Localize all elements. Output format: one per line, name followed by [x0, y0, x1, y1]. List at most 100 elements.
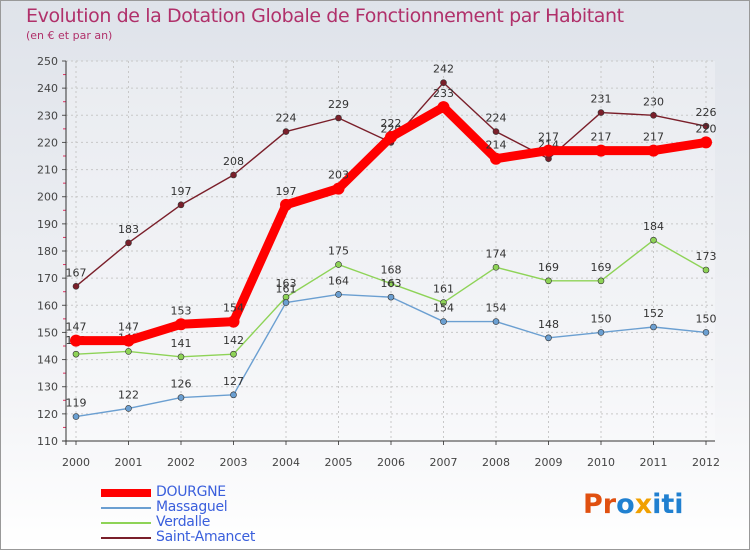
- data-label-massaguel: 126: [171, 378, 192, 391]
- data-label-dourgne: 222: [381, 117, 402, 130]
- legend-label: Saint-Amancet: [156, 529, 256, 545]
- data-point-verdalle: [387, 280, 395, 287]
- data-label-verdalle: 141: [171, 337, 192, 350]
- legend-swatch: [101, 507, 151, 509]
- chart-subtitle: (en € et par an): [26, 29, 113, 42]
- x-tick-label: 2002: [167, 456, 195, 469]
- data-label-massaguel: 119: [66, 397, 87, 410]
- x-tick-label: 2003: [220, 456, 248, 469]
- legend-item: Saint-Amancet: [101, 529, 301, 545]
- logo-letter: o: [616, 489, 635, 520]
- data-point-massaguel: [545, 334, 552, 342]
- x-tick-label: 2009: [535, 456, 563, 469]
- data-point-massaguel: [387, 293, 395, 301]
- legend-swatch: [101, 489, 151, 497]
- y-tick-label: 210: [37, 164, 58, 177]
- data-label-dourgne: 217: [591, 131, 612, 144]
- data-point-massaguel: [125, 405, 132, 412]
- x-tick-label: 2006: [377, 456, 405, 469]
- legend-item: DOURGNE: [101, 484, 301, 500]
- x-tick-label: 2004: [272, 456, 300, 469]
- data-label-massaguel: 150: [696, 312, 717, 325]
- data-point-saint-amancet: [440, 79, 447, 87]
- x-tick-label: 2008: [482, 456, 510, 469]
- data-label-massaguel: 148: [538, 318, 559, 331]
- data-point-verdalle: [597, 277, 605, 285]
- data-point-dourgne: [385, 131, 397, 143]
- data-label-dourgne: 203: [328, 169, 349, 182]
- y-tick-label: 140: [37, 354, 58, 367]
- data-point-massaguel: [440, 318, 447, 325]
- data-point-dourgne: [700, 136, 712, 149]
- data-point-saint-amancet: [282, 128, 290, 135]
- data-point-dourgne: [122, 334, 135, 347]
- data-label-massaguel: 154: [486, 302, 507, 315]
- data-point-verdalle: [72, 350, 80, 358]
- data-label-verdalle: 168: [381, 264, 402, 277]
- data-point-dourgne: [490, 152, 502, 165]
- data-point-verdalle: [177, 353, 185, 361]
- data-point-verdalle: [440, 299, 447, 306]
- data-label-saint-amancet: 224: [486, 112, 507, 125]
- data-label-dourgne: 214: [486, 139, 507, 152]
- y-tick-label: 240: [37, 82, 58, 95]
- x-tick-label: 2001: [115, 456, 143, 469]
- data-point-dourgne: [332, 182, 345, 195]
- data-point-massaguel: [72, 413, 80, 420]
- y-tick-label: 250: [37, 55, 58, 68]
- y-tick-label: 230: [37, 109, 58, 122]
- data-label-verdalle: 175: [328, 245, 349, 258]
- data-label-dourgne: 154: [223, 302, 244, 315]
- data-label-saint-amancet: 167: [66, 266, 87, 279]
- y-tick-label: 160: [37, 299, 58, 312]
- logo-letter: i: [652, 489, 662, 520]
- data-label-saint-amancet: 230: [643, 95, 664, 108]
- data-label-massaguel: 154: [433, 302, 454, 315]
- data-point-dourgne: [595, 144, 607, 157]
- y-tick-label: 120: [37, 408, 58, 421]
- chart-title: Evolution de la Dotation Globale de Fonc…: [26, 5, 624, 27]
- data-point-saint-amancet: [230, 171, 237, 179]
- data-point-massaguel: [335, 291, 342, 298]
- data-label-dourgne: 217: [643, 131, 664, 144]
- chart-legend: DOURGNE Massaguel Verdalle Saint-Amancet: [101, 484, 301, 545]
- data-point-dourgne: [647, 144, 660, 157]
- data-point-verdalle: [492, 263, 500, 271]
- data-point-saint-amancet: [125, 239, 132, 247]
- data-point-verdalle: [335, 261, 342, 268]
- data-point-verdalle: [702, 266, 710, 274]
- data-point-saint-amancet: [492, 128, 500, 135]
- data-point-massaguel: [282, 299, 290, 306]
- data-point-saint-amancet: [177, 201, 185, 209]
- data-label-saint-amancet: 197: [171, 185, 192, 198]
- logo-letter: x: [634, 489, 653, 520]
- data-label-saint-amancet: 231: [591, 93, 612, 106]
- data-point-massaguel: [650, 323, 657, 331]
- data-label-saint-amancet: 224: [276, 112, 297, 125]
- x-tick-label: 2007: [430, 456, 458, 469]
- legend-label: Massaguel: [156, 499, 228, 515]
- data-label-massaguel: 161: [276, 283, 297, 296]
- data-point-dourgne: [70, 334, 82, 347]
- y-tick-label: 220: [37, 136, 58, 149]
- data-point-massaguel: [597, 329, 605, 336]
- data-point-saint-amancet: [335, 114, 342, 122]
- data-label-dourgne: 197: [276, 185, 297, 198]
- data-point-massaguel: [702, 329, 710, 336]
- proxiti-logo: Proxiti: [583, 489, 684, 520]
- y-tick-label: 130: [37, 381, 58, 394]
- data-label-saint-amancet: 208: [223, 155, 244, 168]
- x-tick-label: 2011: [640, 456, 668, 469]
- legend-label: DOURGNE: [156, 484, 226, 500]
- data-point-dourgne: [227, 315, 240, 328]
- data-point-verdalle: [650, 236, 657, 244]
- data-label-dourgne: 217: [538, 131, 559, 144]
- legend-item: Verdalle: [101, 514, 301, 530]
- data-point-massaguel: [492, 318, 500, 325]
- data-point-saint-amancet: [72, 282, 80, 290]
- data-point-verdalle: [125, 348, 132, 355]
- data-label-verdalle: 163: [276, 277, 297, 290]
- y-tick-label: 190: [37, 218, 58, 231]
